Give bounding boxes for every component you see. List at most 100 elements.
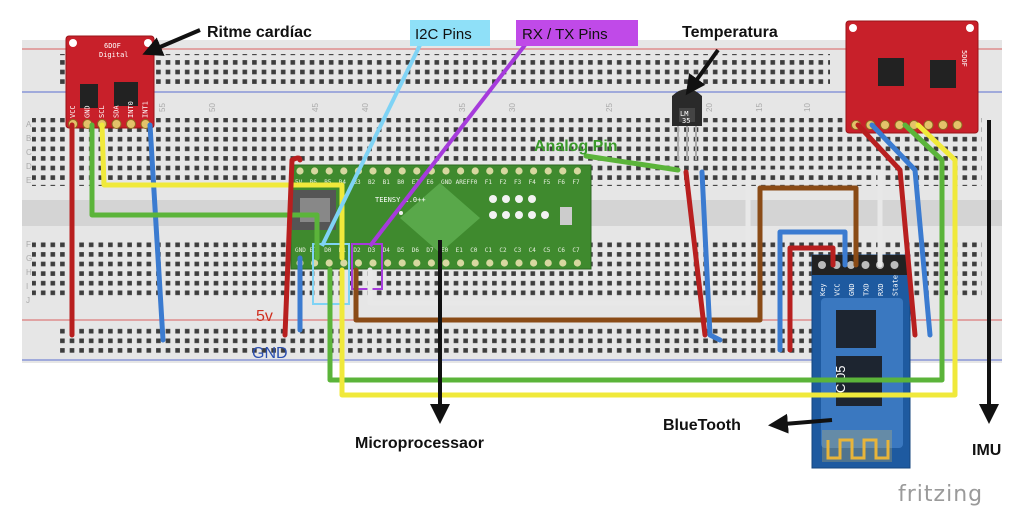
- teensy-pin-label: F2: [499, 179, 507, 186]
- teensy-pin: [398, 167, 406, 175]
- bluetooth-module: C 05 Key VCC GND TXD RXD State: [811, 254, 911, 469]
- label-gnd: GND: [252, 345, 288, 362]
- fritzing-logo: fritzing: [898, 482, 983, 507]
- wire-red-bt: [787, 245, 836, 353]
- bt-pin-label: TXD: [863, 283, 871, 296]
- label-5v: 5v: [256, 308, 273, 325]
- row-letter: G: [26, 254, 32, 263]
- teensy-pin-label: C6: [558, 247, 566, 254]
- row-letter: C: [26, 148, 32, 157]
- teensy-pin-label: D4: [383, 247, 391, 254]
- teensy-pin-label: D3: [368, 247, 376, 254]
- teensy-pin-label: AREF: [456, 179, 471, 186]
- teensy-pin-label: D0: [324, 247, 332, 254]
- teensy-pin: [340, 167, 348, 175]
- row-letter: B: [26, 134, 31, 143]
- imu-label: IMU: [972, 442, 1001, 459]
- bt-pin: [890, 261, 899, 269]
- teensy-pin: [457, 259, 465, 267]
- teensy-pin: [559, 259, 567, 267]
- teensy-pin-label: E7: [412, 179, 420, 186]
- col-20: 20: [705, 103, 714, 112]
- teensy-pin-label: B4: [339, 179, 347, 186]
- imu-pin: [952, 120, 963, 130]
- hr-pin-label: INT0: [127, 101, 135, 118]
- wire-blue-imu: [869, 122, 933, 338]
- teensy-pin-label: C4: [529, 247, 537, 254]
- teensy-pin-label: C3: [514, 247, 522, 254]
- wire-red-5v: [282, 155, 303, 338]
- teensy-pin-label: GND: [295, 247, 306, 254]
- bt-pin: [818, 261, 826, 269]
- col-45: 45: [311, 103, 320, 112]
- teensy-pin-label: GND: [441, 179, 452, 186]
- row-letter: F: [26, 240, 31, 249]
- teensy-pin: [427, 259, 435, 267]
- hr-pin-label: SDA: [113, 105, 121, 118]
- teensy-pin: [384, 167, 392, 175]
- teensy-pin-label: F0: [470, 179, 478, 186]
- teensy-pin: [369, 167, 377, 175]
- teensy-pin: [340, 259, 348, 267]
- col-55: 55: [158, 103, 167, 112]
- bt-pin-label: VCC: [834, 283, 842, 296]
- bt-pin-label: RXD: [877, 283, 885, 296]
- heart-rate-sensor: 6DOF Digital VCC GND SCL SDA INT0 INT1: [65, 35, 155, 129]
- col-30: 30: [508, 103, 517, 112]
- imu-board: 5DOF: [845, 20, 979, 134]
- analog-pin-label: Analog Pin: [534, 138, 618, 155]
- teensy-pin-label: F5: [543, 179, 551, 186]
- rxtx-callout: RX / TX Pins: [516, 20, 638, 46]
- teensy-pin: [354, 259, 362, 267]
- teensy-pin: [573, 259, 582, 267]
- bt-header-strip: [812, 255, 910, 275]
- teensy-pin: [500, 167, 508, 175]
- teensy-pin-label: D2: [353, 247, 361, 254]
- wire-yellow-imu: [339, 122, 958, 398]
- teensy-pin: [413, 259, 421, 267]
- teensy-pin: [384, 259, 392, 267]
- teensy-pin: [296, 167, 304, 175]
- svg-text:Digital: Digital: [99, 51, 129, 59]
- teensy-pin-label: C2: [499, 247, 507, 254]
- imu-pin: [923, 120, 934, 130]
- teensy-pin: [486, 167, 494, 175]
- hr-pin-label: GND: [84, 105, 92, 118]
- teensy-pin: [515, 259, 523, 267]
- wire-white: [367, 169, 883, 306]
- wires: [69, 122, 958, 398]
- i2c-label: I2C Pins: [415, 26, 472, 43]
- teensy-pin-label: C5: [543, 247, 551, 254]
- teensy-pin-label: D5: [397, 247, 405, 254]
- teensy-pin-label: F7: [572, 179, 580, 186]
- bt-pin: [847, 261, 855, 269]
- bt-pin-label: State: [892, 275, 900, 296]
- wire-blue-lm35: [699, 169, 723, 343]
- wire-brown: [353, 185, 859, 323]
- teensy-bottom-pins: 5V B6 B5 B4 B3 B2 B1 B0 E7 E6 GND AREF F0 F1 F2 F3 F4 F5 F…: [295, 167, 582, 186]
- teensy-pin: [471, 259, 479, 267]
- teensy-pin: [530, 259, 538, 267]
- svg-text:5DOF: 5DOF: [960, 50, 968, 67]
- arrow-heart-rate: [142, 28, 201, 56]
- teensy-pin: [530, 167, 538, 175]
- teensy-pin: [311, 167, 319, 175]
- hr-board-label: 6DOF: [104, 42, 121, 50]
- teensy-pin-label: D7: [426, 247, 434, 254]
- col-40: 40: [361, 103, 370, 112]
- hr-pin: [111, 119, 122, 129]
- column-numbers: 60 55 50 45 40 35 30 25 20 15 10: [73, 103, 812, 112]
- teensy-pin: [325, 259, 333, 267]
- teensy-pin: [369, 259, 377, 267]
- teensy-pin: [471, 167, 479, 175]
- teensy-pin: [559, 167, 567, 175]
- bt-pin: [861, 261, 870, 269]
- svg-text:35: 35: [682, 117, 690, 125]
- teensy-pin-label: F1: [485, 179, 493, 186]
- teensy-pin-label: F4: [529, 179, 537, 186]
- pointer-lines: [142, 28, 999, 434]
- teensy-pin-label: C1: [485, 247, 493, 254]
- wire-green-imu: [327, 122, 945, 383]
- row-letter: D: [26, 162, 32, 171]
